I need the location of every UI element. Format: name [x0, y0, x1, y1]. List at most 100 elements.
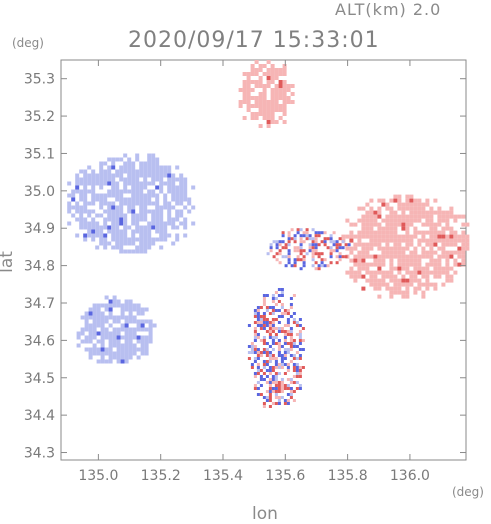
echo-pixel — [437, 270, 442, 275]
echo-pixel — [147, 245, 152, 250]
echo-pixel — [461, 242, 466, 247]
echo-pixel — [280, 381, 284, 384]
echo-pixel — [119, 165, 124, 170]
echo-pixel — [381, 202, 386, 207]
echo-pixel — [292, 399, 296, 402]
echo-pixel — [91, 221, 96, 226]
echo-pixel — [425, 242, 430, 247]
echo-pixel — [262, 312, 266, 315]
echo-pixel — [107, 165, 112, 170]
echo-pixel — [179, 201, 184, 206]
echo-pixel — [270, 108, 275, 112]
echo-pixel — [136, 323, 141, 328]
echo-pixel — [132, 307, 137, 312]
echo-pixel — [271, 300, 275, 303]
echo-pixel — [104, 331, 109, 336]
echo-pixel — [111, 201, 116, 206]
echo-pixel — [429, 250, 434, 255]
echo-pixel — [357, 274, 362, 279]
echo-pixel — [103, 197, 108, 202]
echo-pixel — [299, 228, 303, 232]
echo-pixel — [100, 335, 105, 340]
echo-pixel — [75, 177, 80, 182]
echo-pixel — [295, 321, 299, 324]
echo-pixel — [377, 246, 382, 251]
echo-pixel — [397, 266, 402, 271]
echo-pixel — [250, 348, 254, 351]
echo-pixel — [268, 345, 272, 348]
echo-pixel — [323, 231, 327, 235]
echo-pixel — [373, 210, 378, 215]
echo-pixel — [103, 201, 108, 206]
echo-pixel — [377, 226, 382, 231]
echo-pixel — [317, 252, 321, 256]
echo-pixel — [335, 246, 339, 250]
echo-pixel — [302, 231, 306, 235]
echo-pixel — [75, 173, 80, 178]
echo-pixel — [147, 229, 152, 234]
echo-pixel — [277, 327, 281, 330]
echo-pixel — [87, 173, 92, 178]
echo-pixel — [413, 270, 418, 275]
echo-pixel — [147, 161, 152, 166]
echo-pixel — [99, 169, 104, 174]
echo-pixel — [144, 319, 149, 324]
echo-pixel — [449, 230, 454, 235]
echo-pixel — [111, 209, 116, 214]
echo-pixel — [271, 294, 275, 297]
echo-pixel — [148, 335, 153, 340]
echo-pixel — [326, 237, 330, 241]
echo-pixel — [353, 222, 358, 227]
echo-pixel — [287, 258, 291, 262]
echo-pixel — [128, 335, 133, 340]
echo-pixel — [271, 357, 275, 360]
echo-pixel — [429, 254, 434, 259]
echo-pixel — [401, 266, 406, 271]
echo-pixel — [429, 230, 434, 235]
echo-pixel — [108, 359, 113, 364]
echo-pixel — [143, 185, 148, 190]
echo-pixel — [429, 222, 434, 227]
echo-pixel — [246, 88, 251, 92]
echo-pixel — [425, 218, 430, 223]
echo-pixel — [250, 96, 255, 100]
echo-pixel — [329, 240, 333, 244]
echo-pixel — [140, 327, 145, 332]
echo-pixel — [140, 351, 145, 356]
echo-pixel — [95, 197, 100, 202]
echo-pixel — [389, 290, 394, 295]
echo-pixel — [256, 366, 260, 369]
echo-pixel — [91, 169, 96, 174]
echo-pixel — [104, 319, 109, 324]
echo-pixel — [283, 363, 287, 366]
echo-pixel — [373, 254, 378, 259]
echo-pixel — [405, 198, 410, 203]
echo-pixel — [389, 278, 394, 283]
echo-pixel — [124, 323, 129, 328]
echo-pixel — [305, 228, 309, 232]
echo-pixel — [441, 250, 446, 255]
echo-pixel — [274, 327, 278, 330]
echo-pixel — [429, 218, 434, 223]
echo-pixel — [95, 173, 100, 178]
echo-pixel — [83, 225, 88, 230]
echo-pixel — [284, 246, 288, 250]
echo-pixel — [79, 225, 84, 230]
echo-pixel — [115, 237, 120, 242]
echo-pixel — [295, 372, 299, 375]
echo-pixel — [365, 214, 370, 219]
echo-pixel — [302, 234, 306, 238]
echo-pixel — [123, 169, 128, 174]
echo-pixel — [405, 234, 410, 239]
echo-pixel — [445, 242, 450, 247]
echo-pixel — [159, 213, 164, 218]
echo-pixel — [262, 363, 266, 366]
echo-pixel — [277, 339, 281, 342]
echo-pixel — [115, 157, 120, 162]
echo-pixel — [140, 311, 145, 316]
echo-pixel — [274, 333, 278, 336]
echo-pixel — [401, 278, 406, 283]
echo-pixel — [96, 323, 101, 328]
echo-pixel — [167, 189, 172, 194]
